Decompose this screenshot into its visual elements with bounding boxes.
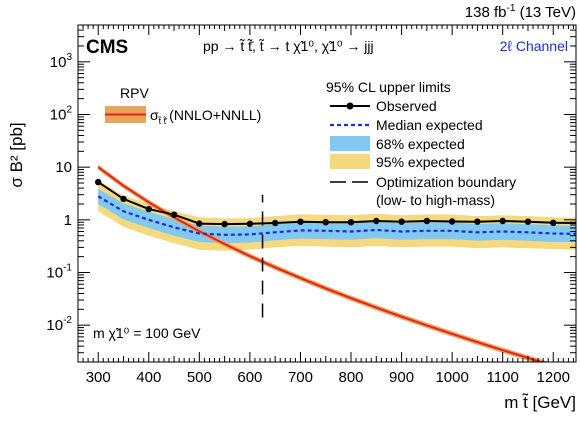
- observed-marker: [474, 218, 481, 225]
- observed-marker: [550, 219, 557, 226]
- y-tick-label-exp: -2: [63, 315, 72, 326]
- y-tick-label-exp: 2: [66, 104, 72, 115]
- legend-label: Median expected: [376, 117, 483, 133]
- channel-label: 2ℓ Channel: [500, 38, 568, 54]
- y-tick-label: 10: [55, 159, 72, 176]
- axes-layer: 300 400 500 600 700 800 900 1000 1100 120010-210-…: [46, 24, 576, 386]
- legend-68-swatch: [330, 136, 370, 151]
- legend-label: 95% expected: [376, 154, 465, 170]
- y-tick-label: 103: [50, 52, 73, 71]
- band-68-expected: [98, 188, 576, 244]
- x-tick-label: 800: [338, 369, 363, 386]
- x-tick-label: 1000: [435, 369, 468, 386]
- observed-marker: [524, 218, 532, 225]
- observed-marker: [322, 219, 329, 226]
- y-tick-label: 102: [50, 104, 73, 123]
- legend-label: 68% expected: [376, 136, 465, 152]
- observed-marker: [347, 219, 355, 226]
- observed-line: [97, 181, 577, 226]
- observed-marker: [373, 217, 380, 225]
- observed-marker: [398, 218, 405, 225]
- observed-marker: [272, 219, 279, 227]
- x-tick-label: 300: [86, 369, 111, 386]
- x-tick-label: 600: [237, 369, 262, 386]
- x-tick-label: 1200: [537, 369, 570, 386]
- y-tick-label-exp: 3: [66, 52, 72, 63]
- bands-layer: [98, 180, 576, 251]
- observed-marker: [221, 220, 228, 228]
- experiment-label: CMS: [86, 37, 128, 58]
- mass-annotation: m χ̃1⁰ = 100 GeV: [93, 325, 201, 341]
- y-tick-label-exp: -1: [63, 263, 72, 274]
- observed-marker: [423, 217, 431, 225]
- y-tick-label-base: 1: [64, 212, 72, 229]
- limits-legend: 95% CL upper limits Observed Median expec…: [326, 79, 516, 208]
- observed-marker: [95, 178, 102, 186]
- xsec-legend: σt̃ t̃̄ (NNLO+NNLL): [105, 106, 261, 126]
- x-tick-label: 400: [136, 369, 161, 386]
- observed-marker: [170, 211, 178, 218]
- observed-marker: [145, 205, 152, 213]
- lines-layer: [95, 178, 577, 318]
- x-tick-label: 700: [288, 369, 313, 386]
- observed-marker: [196, 220, 203, 227]
- legend-observed-marker: [346, 102, 354, 110]
- y-tick-label-base: 10: [55, 159, 72, 176]
- plot-area: [78, 25, 576, 362]
- y-tick-label-base: 10: [46, 317, 63, 334]
- plot-frame: [77, 24, 577, 363]
- model-label: RPV: [120, 85, 149, 101]
- x-axis-title: m t̃ [GeV]: [504, 393, 576, 412]
- median-expected-line: [97, 195, 577, 236]
- x-tick-label: 900: [389, 369, 414, 386]
- y-tick-label: 1: [64, 212, 72, 229]
- observed-marker: [499, 217, 506, 225]
- xsec-legend-label: σt̃ t̃̄ (NNLO+NNLL): [150, 107, 261, 126]
- x-tick-label: 1100: [487, 369, 519, 386]
- y-tick-label-base: 10: [50, 54, 67, 71]
- y-tick-label-base: 10: [50, 106, 67, 123]
- y-tick-label: 10-1: [46, 263, 72, 282]
- legend-label: Optimization boundary: [376, 174, 516, 190]
- legend-95-swatch: [330, 154, 370, 169]
- lumi-label: 138 fb-1 (13 TeV): [465, 3, 576, 21]
- legend-label: Observed: [376, 98, 437, 114]
- y-axis-title: σ B² [pb]: [7, 122, 26, 187]
- legend-header: 95% CL upper limits: [326, 79, 451, 95]
- observed-marker: [120, 195, 127, 203]
- legend-label: (low- to high-mass): [376, 192, 495, 208]
- observed-marker: [297, 218, 304, 225]
- y-tick-label: 10-2: [46, 315, 72, 334]
- process-label: pp → t̃ t̃̄, t̃ → t χ̃1⁰, χ̃1⁰ → jjj: [203, 38, 374, 54]
- x-tick-label: 500: [187, 369, 212, 386]
- y-tick-label-base: 10: [46, 265, 63, 282]
- observed-marker: [448, 218, 456, 225]
- observed-marker: [246, 220, 254, 227]
